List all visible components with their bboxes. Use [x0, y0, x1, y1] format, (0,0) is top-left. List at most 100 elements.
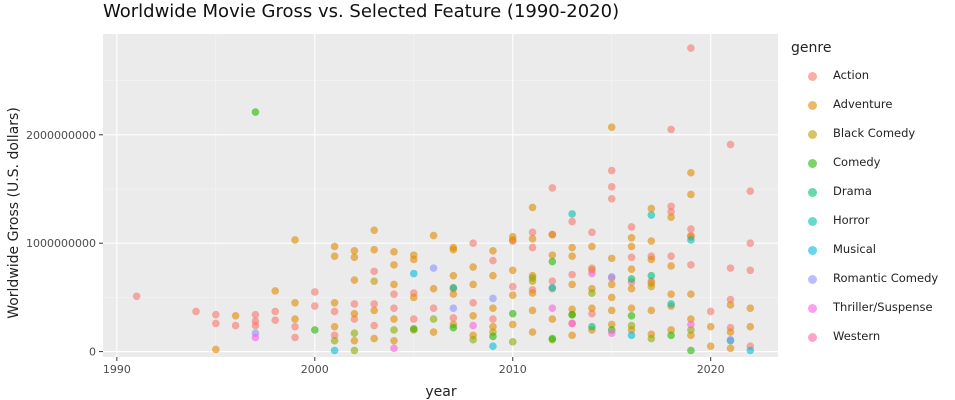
data-point	[370, 277, 378, 285]
data-point	[687, 290, 695, 298]
data-point	[607, 123, 616, 132]
data-point	[706, 307, 715, 316]
data-point	[469, 263, 477, 271]
data-point	[350, 246, 359, 255]
data-point	[607, 272, 616, 281]
data-point	[489, 332, 497, 341]
data-point	[469, 312, 477, 320]
data-point	[607, 254, 616, 263]
data-point	[627, 223, 636, 231]
data-point	[687, 326, 695, 334]
legend-label: Thriller/Suspense	[833, 300, 933, 314]
data-point	[588, 304, 596, 313]
legend-item: Black Comedy	[791, 123, 951, 152]
data-point	[390, 344, 398, 353]
data-point	[568, 305, 576, 314]
data-point	[647, 334, 656, 343]
data-point	[429, 231, 438, 240]
data-point	[667, 202, 675, 211]
data-point	[627, 331, 636, 340]
data-point	[251, 310, 260, 319]
data-point	[528, 228, 537, 237]
data-point	[548, 334, 557, 343]
data-point	[231, 321, 240, 330]
data-point	[627, 284, 636, 293]
data-point	[568, 319, 576, 328]
data-point	[706, 322, 715, 331]
legend-label: Drama	[833, 184, 872, 198]
legend-label: Adventure	[833, 97, 893, 111]
data-point	[330, 307, 339, 316]
data-point	[291, 322, 299, 331]
data-point	[548, 283, 557, 292]
data-point	[390, 261, 398, 269]
data-point	[469, 321, 477, 330]
data-point	[390, 290, 398, 298]
data-point	[370, 226, 378, 234]
data-point	[409, 315, 418, 323]
y-axis-label: Worldwide Gross (U.S. dollars)	[6, 107, 22, 319]
legend-label: Black Comedy	[833, 126, 916, 140]
data-point	[449, 314, 458, 322]
data-point	[568, 210, 576, 218]
data-point	[607, 329, 616, 337]
legend-item: Musical	[791, 239, 951, 268]
data-point	[667, 331, 675, 340]
data-point	[212, 310, 220, 319]
data-point	[528, 306, 537, 315]
legend-label: Western	[833, 329, 881, 343]
data-point	[508, 266, 517, 275]
data-point	[568, 217, 576, 226]
data-point	[588, 228, 596, 237]
data-point	[390, 248, 398, 256]
legend-item: Western	[791, 326, 951, 355]
data-point	[350, 346, 359, 355]
data-point	[548, 251, 557, 259]
y-axis-ticks: 0 1000000000 2000000000	[26, 129, 103, 359]
data-point	[212, 319, 220, 328]
y-tick-label: 2000000000	[26, 129, 96, 142]
data-point	[429, 328, 438, 336]
data-point	[251, 321, 260, 330]
data-point	[568, 252, 576, 260]
data-point	[607, 306, 616, 315]
data-point	[687, 261, 695, 269]
legend-swatch	[808, 275, 817, 284]
data-point	[350, 336, 359, 345]
data-point	[390, 326, 398, 334]
data-point	[528, 235, 537, 243]
legend-label: Horror	[833, 213, 870, 227]
legend-items: Action Adventure Black Comedy Comedy Drama Ho…	[791, 65, 951, 355]
data-point	[449, 323, 458, 332]
data-point	[588, 269, 596, 278]
legend-swatch	[808, 159, 817, 168]
data-point	[627, 321, 636, 330]
data-point	[409, 255, 418, 264]
data-point	[291, 315, 299, 323]
legend-swatch	[808, 304, 817, 313]
data-point	[647, 211, 656, 219]
data-point	[627, 265, 636, 274]
data-point	[687, 236, 695, 244]
data-point	[350, 315, 359, 323]
legend-item: Comedy	[791, 152, 951, 181]
data-point	[192, 307, 200, 316]
data-point	[667, 326, 675, 334]
data-point	[548, 230, 557, 239]
legend-swatch	[808, 333, 817, 342]
data-point	[746, 239, 755, 247]
data-point	[746, 304, 755, 313]
data-point	[588, 309, 596, 318]
data-point	[528, 243, 537, 252]
legend-label: Romantic Comedy	[833, 271, 939, 285]
data-point	[607, 293, 616, 302]
data-point	[350, 253, 359, 262]
legend-swatch	[808, 246, 817, 255]
data-point	[687, 190, 695, 199]
data-point	[508, 236, 517, 244]
data-point	[271, 287, 280, 295]
data-point	[370, 267, 378, 276]
data-point	[726, 301, 735, 309]
data-point	[429, 304, 438, 313]
